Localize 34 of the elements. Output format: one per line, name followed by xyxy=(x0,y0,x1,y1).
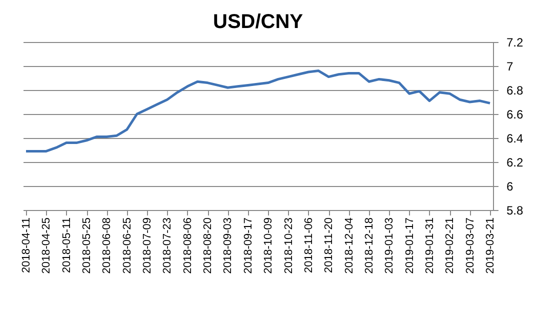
y-tick-label: 7 xyxy=(506,60,514,74)
x-tick-label: 2018-09-03 xyxy=(222,218,234,274)
x-tick-label: 2018-11-20 xyxy=(323,218,336,273)
x-tick-label: 2019-02-21 xyxy=(444,218,456,274)
x-tick-label: 2018-10-09 xyxy=(262,218,275,274)
x-tick-label: 2018-06-25 xyxy=(121,218,134,274)
x-tick-label: 2018-05-25 xyxy=(81,218,94,274)
x-tick-label: 2018-04-25 xyxy=(40,218,53,274)
x-tick-label: 2018-07-23 xyxy=(162,218,174,274)
line-series xyxy=(24,70,492,152)
x-tick-label: 2019-01-17 xyxy=(404,218,416,274)
x-tick-label: 2018-07-09 xyxy=(142,218,154,274)
x-tick-label: 2019-03-07 xyxy=(464,218,476,274)
y-tick-label: 6.8 xyxy=(506,84,524,98)
x-tick-label: 2018-12-04 xyxy=(343,218,356,274)
x-tick-label: 2018-08-20 xyxy=(202,218,214,274)
y-tick-label: 6.4 xyxy=(506,132,524,146)
x-tick-label: 2018-10-23 xyxy=(282,218,295,274)
x-tick-label: 2019-01-31 xyxy=(424,218,436,274)
x-tick-label: 2018-09-17 xyxy=(242,218,254,274)
x-tick-label: 2018-04-11 xyxy=(20,218,33,273)
x-tick-label: 2019-03-21 xyxy=(484,218,496,274)
x-tick-label: 2018-05-11 xyxy=(60,218,73,273)
y-tick-label: 6.2 xyxy=(506,156,524,170)
x-tick-label: 2018-08-06 xyxy=(182,218,194,274)
y-tick-label: 6 xyxy=(506,180,514,194)
y-tick-label: 5.8 xyxy=(506,204,524,218)
x-tick-label: 2018-11-06 xyxy=(302,218,315,273)
x-tick-label: 2019-01-03 xyxy=(384,218,396,274)
x-tick-label: 2018-12-18 xyxy=(363,218,376,274)
y-tick-label: 7.2 xyxy=(506,36,524,50)
x-tick-label: 2018-06-08 xyxy=(101,218,114,274)
y-tick-label: 6.6 xyxy=(506,108,524,122)
chart-title: USD/CNY xyxy=(212,11,304,33)
